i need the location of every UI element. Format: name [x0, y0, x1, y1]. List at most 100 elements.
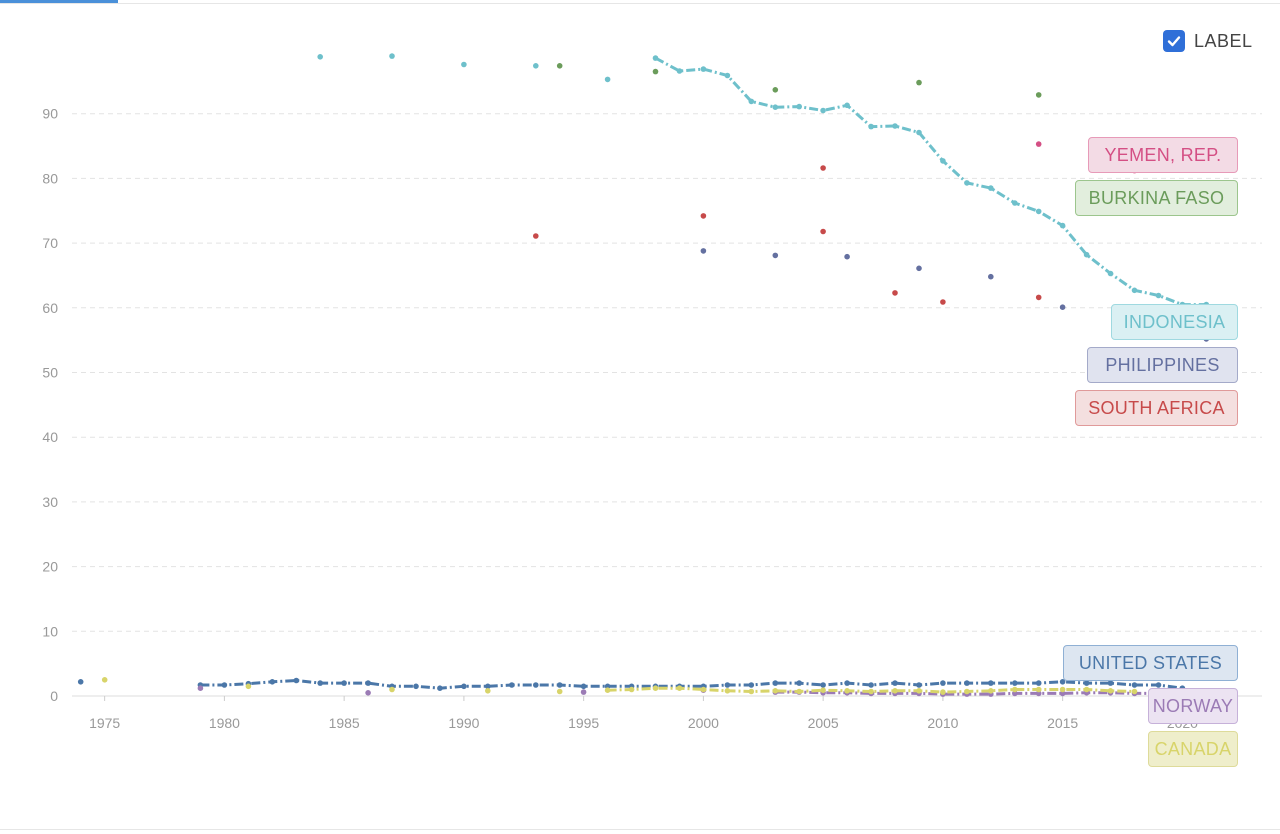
data-point [844, 102, 850, 109]
data-point [1012, 686, 1018, 693]
y-tick-label: 10 [42, 623, 58, 639]
data-point [533, 63, 539, 69]
data-point [1035, 680, 1042, 686]
x-tick-label: 1985 [329, 715, 360, 731]
data-point [988, 680, 994, 686]
data-point [1059, 222, 1066, 229]
y-tick-label: 50 [42, 365, 58, 381]
x-tick-label: 2005 [808, 715, 839, 731]
data-point [748, 682, 755, 688]
data-point [892, 688, 898, 694]
data-point [604, 76, 611, 83]
data-point [724, 72, 731, 79]
data-point [509, 682, 515, 688]
x-tick-label: 1990 [448, 715, 479, 731]
data-point [820, 228, 826, 235]
data-point [892, 123, 898, 129]
data-point [1035, 141, 1042, 147]
data-point [796, 688, 802, 695]
series-label-philippines[interactable]: PHILIPPINES [1087, 347, 1238, 383]
series-label-south-africa[interactable]: SOUTH AFRICA [1075, 390, 1238, 426]
data-point [916, 688, 922, 694]
series-label-burkina-faso[interactable]: BURKINA FASO [1075, 180, 1238, 216]
data-point [844, 253, 850, 260]
data-point [485, 683, 491, 690]
y-tick-label: 80 [42, 170, 58, 186]
data-point [676, 685, 683, 691]
series-label-indonesia[interactable]: INDONESIA [1111, 304, 1238, 340]
data-point [77, 679, 84, 685]
data-point [293, 677, 300, 684]
y-tick-label: 0 [50, 688, 58, 704]
data-point [940, 299, 946, 305]
data-point [604, 683, 611, 690]
data-point [652, 55, 659, 61]
x-tick-label: 1995 [568, 715, 599, 731]
data-point [1035, 690, 1042, 697]
data-point [1107, 688, 1114, 694]
data-point [1012, 680, 1018, 686]
data-point [389, 53, 395, 59]
data-point [844, 680, 850, 686]
y-tick-label: 90 [42, 106, 58, 122]
data-point [796, 680, 802, 686]
data-point [245, 683, 252, 690]
series-south-africa [533, 165, 1042, 305]
y-tick-label: 20 [42, 559, 58, 575]
series-line [200, 679, 1183, 690]
data-point [772, 87, 779, 93]
data-point [964, 680, 970, 686]
data-point [724, 682, 731, 688]
series-label-canada[interactable]: CANADA [1148, 731, 1238, 767]
data-point [1035, 686, 1042, 693]
data-point [461, 683, 467, 690]
axis-layer: 0 10 20 30 40 50 60 70 80 90 1975 1980 1985 1990 1995 2… [42, 106, 1262, 731]
bottom-divider [0, 829, 1280, 830]
series-label-united-states[interactable]: UNITED STATES [1063, 645, 1238, 681]
x-tick-label: 2010 [927, 715, 958, 731]
data-point [1012, 690, 1018, 697]
data-point [916, 682, 922, 688]
data-point [533, 682, 539, 688]
data-point [365, 680, 371, 686]
series-indonesia [317, 53, 1210, 308]
label-checkbox[interactable] [1163, 30, 1185, 52]
data-point [533, 233, 539, 239]
data-point [820, 165, 826, 171]
data-point [700, 248, 707, 254]
data-point [868, 682, 874, 688]
label-toggle[interactable]: LABEL [1163, 30, 1253, 52]
data-point [652, 685, 659, 691]
series-label-yemen-rep-[interactable]: YEMEN, REP. [1088, 137, 1238, 173]
checkmark-icon [1167, 36, 1181, 47]
data-point [892, 680, 898, 686]
data-point [1083, 251, 1090, 258]
series-label-norway[interactable]: NORWAY [1148, 688, 1238, 724]
data-point [700, 66, 707, 72]
data-point [820, 687, 826, 693]
data-point [1131, 682, 1138, 688]
data-point [341, 680, 347, 686]
data-point [389, 686, 395, 693]
data-point [1131, 287, 1138, 294]
data-point [772, 252, 779, 259]
data-point [1059, 304, 1066, 311]
data-point [556, 688, 563, 695]
x-tick-label: 1980 [209, 715, 240, 731]
data-point [964, 688, 970, 695]
data-point [365, 690, 371, 696]
data-point [748, 98, 755, 105]
data-point [940, 689, 946, 695]
data-point [916, 79, 922, 86]
y-tick-label: 40 [42, 429, 58, 445]
top-divider [0, 3, 1280, 4]
data-point [820, 107, 826, 114]
data-point [197, 685, 204, 691]
data-point [628, 686, 635, 693]
data-point [1107, 270, 1114, 277]
series-burkina-faso [556, 63, 1042, 98]
data-point [916, 129, 922, 136]
data-point [916, 265, 922, 272]
data-point [221, 682, 228, 688]
